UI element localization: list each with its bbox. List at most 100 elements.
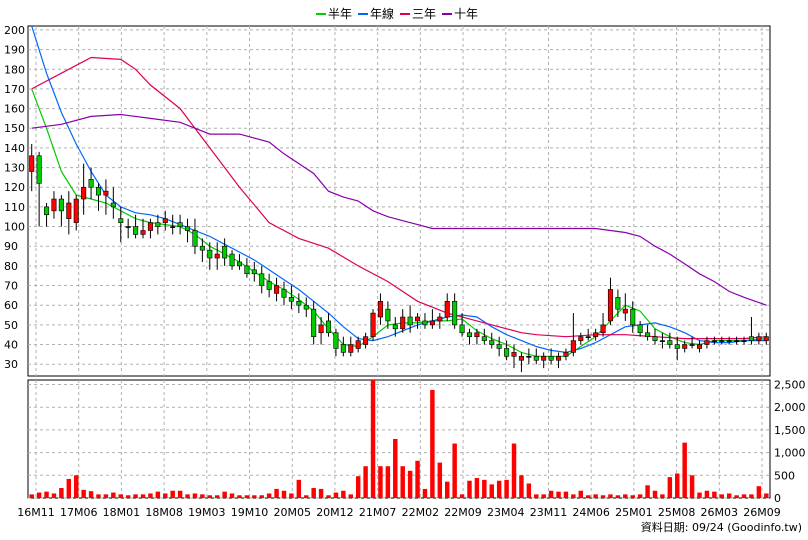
- volume-bar-79: [615, 495, 621, 498]
- volume-bar-75: [585, 495, 591, 498]
- volume-bar-97: [749, 494, 754, 498]
- volume-bar-24: [207, 495, 213, 498]
- x-tick-label-16: 26M03: [701, 506, 739, 519]
- candle-99: [763, 332, 769, 345]
- volume-bar-60: [474, 478, 480, 498]
- candle-body-34: [281, 289, 287, 298]
- candle-84: [652, 328, 658, 345]
- candle-17: [155, 214, 161, 235]
- candle-58: [459, 313, 465, 337]
- candle-30: [251, 261, 257, 282]
- candle-36: [296, 293, 302, 314]
- candle-body-21: [185, 226, 191, 231]
- candle-body-29: [244, 265, 250, 275]
- volume-bar-76: [593, 494, 598, 498]
- candle-body-97: [748, 336, 754, 341]
- candle-body-53: [422, 320, 428, 326]
- volume-bar-21: [185, 494, 190, 498]
- volume-bar-16: [148, 493, 153, 498]
- candle-94: [726, 336, 732, 345]
- volume-panel: 0 500 1,000 1,500 2,000 2,500: [27, 379, 806, 505]
- candle-body-38: [311, 308, 317, 337]
- volume-bar-37: [304, 495, 309, 498]
- volume-bar-1: [36, 492, 42, 498]
- price-tick-label-0: 30: [4, 358, 18, 371]
- volume-bar-69: [541, 494, 546, 498]
- volume-bar-13: [125, 495, 131, 498]
- candle-85: [659, 332, 665, 349]
- price-tick-label-13: 160: [4, 103, 25, 116]
- volume-bar-96: [741, 494, 747, 498]
- volume-bar-63: [496, 480, 502, 498]
- volume-bar-87: [675, 473, 680, 498]
- candle-86: [667, 332, 673, 349]
- x-tick-label-9: 22M02: [402, 506, 440, 519]
- candle-55: [437, 313, 443, 329]
- volume-bar-73: [571, 494, 576, 498]
- volume-bar-56: [445, 481, 450, 498]
- candle-72: [563, 348, 569, 361]
- candle-body-40: [325, 320, 332, 334]
- candle-46: [370, 309, 376, 341]
- candle-body-65: [511, 352, 517, 357]
- candle-body-14: [133, 226, 139, 235]
- candle-body-18: [162, 218, 168, 223]
- candle-body-82: [637, 324, 643, 334]
- candle-body-92: [711, 340, 717, 342]
- volume-bar-94: [726, 493, 732, 498]
- candle-body-64: [504, 348, 510, 357]
- candle-57: [452, 293, 458, 329]
- candle-body-3: [51, 198, 57, 212]
- volume-bar-17: [155, 491, 161, 498]
- candle-89: [689, 336, 695, 349]
- candle-62: [489, 332, 495, 349]
- candle-82: [637, 320, 643, 337]
- candle-body-2: [44, 206, 50, 216]
- candle-40: [325, 313, 332, 337]
- candle-body-90: [696, 344, 703, 349]
- candle-47: [377, 293, 383, 325]
- candle-body-70: [548, 356, 554, 361]
- candle-28: [236, 254, 242, 270]
- volume-bar-51: [407, 470, 413, 498]
- candle-48: [385, 301, 391, 329]
- x-tick-label-8: 21M07: [359, 506, 397, 519]
- candle-5: [66, 191, 72, 235]
- price-tick-label-1: 40: [4, 339, 18, 352]
- volume-bar-19: [170, 490, 175, 498]
- candle-12: [118, 206, 124, 243]
- volume-bar-26: [222, 491, 227, 498]
- candle-60: [474, 328, 480, 345]
- legend-label-0: 半年: [328, 7, 352, 21]
- x-tick-label-12: 23M11: [530, 506, 568, 519]
- volume-bar-70: [548, 490, 554, 498]
- volume-bar-66: [519, 475, 524, 498]
- candle-body-23: [199, 245, 205, 251]
- candle-9: [95, 183, 102, 211]
- volume-bar-44: [355, 476, 361, 498]
- candle-8: [88, 167, 94, 200]
- volume-bar-90: [697, 492, 702, 498]
- candle-body-59: [466, 332, 473, 337]
- volume-y-axis: 0 500 1,000 1,500 2,000 2,500: [774, 379, 806, 505]
- volume-bar-5: [66, 478, 72, 498]
- volume-tick-label-2: 1,000: [774, 447, 806, 460]
- candle-10: [103, 179, 109, 215]
- volume-bar-64: [504, 479, 509, 498]
- volume-tick-label-0: 0: [774, 492, 781, 505]
- candle-body-30: [251, 269, 257, 275]
- volume-bar-91: [704, 490, 710, 498]
- candle-body-68: [533, 356, 539, 361]
- candle-24: [207, 242, 213, 270]
- candle-71: [556, 352, 562, 369]
- candle-43: [348, 336, 354, 357]
- x-tick-label-5: 19M10: [231, 506, 269, 519]
- volume-bar-59: [467, 480, 472, 498]
- volume-bar-61: [482, 479, 487, 498]
- candle-body-57: [452, 300, 458, 326]
- candle-93: [719, 336, 725, 345]
- x-tick-label-11: 23M04: [487, 506, 525, 519]
- volume-bar-35: [289, 493, 294, 498]
- candle-body-63: [496, 344, 502, 349]
- volume-bar-20: [177, 490, 183, 498]
